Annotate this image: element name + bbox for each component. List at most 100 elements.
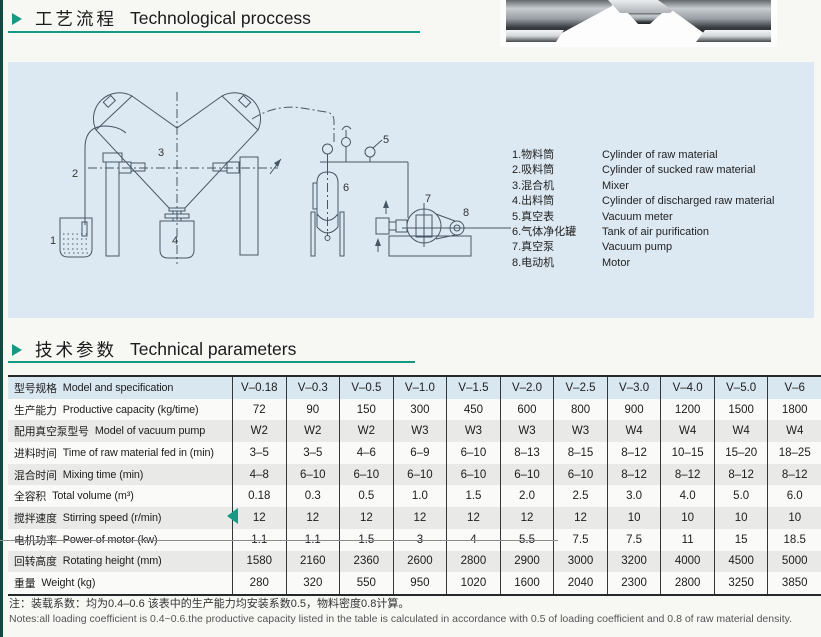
value-cell: 1020: [446, 572, 500, 594]
row-label-zh: 配用真空泵型号: [14, 426, 89, 439]
model-header-cell: V–3.0: [606, 377, 661, 399]
legend-item: 3.混合机 Mixer: [512, 179, 774, 194]
value-cell: W3: [553, 420, 607, 443]
value-cell: 4500: [713, 550, 768, 573]
footnote-zh: 注：装载系数：均为0.4–0.6 该表中的生产能力均安装系数0.5，物料密度0.…: [9, 598, 410, 610]
value-cell: 2040: [553, 572, 607, 594]
value-cell: 6–10: [392, 463, 447, 486]
legend-term-en: Vacuum meter: [602, 210, 673, 223]
value-cell: 1.0: [392, 485, 447, 508]
value-cell: 15–20: [713, 442, 768, 464]
model-header-cell: V–2.0: [499, 377, 554, 399]
row-label-zh: 搅拌速度: [14, 512, 57, 525]
model-header-cell: V–0.18: [232, 377, 286, 399]
legend-term-en: Cylinder of raw material: [602, 149, 718, 161]
footnote-en: Notes:all loading coefficient is 0.4~0.6…: [9, 613, 793, 625]
section-title-zh: 技术参数: [35, 340, 117, 360]
value-cell: 4: [446, 528, 500, 551]
value-cell: 6–10: [553, 463, 607, 486]
row-label-cell: 重量 Weight (kg): [8, 572, 232, 594]
value-cell: 72: [232, 398, 286, 421]
value-cell: 90: [285, 398, 340, 421]
legend-term-en: Vacuum pump: [602, 241, 673, 254]
legend-term-zh: 2.吸料筒: [512, 164, 555, 177]
value-cell: 10: [660, 507, 714, 529]
value-cell: 3.0: [606, 485, 661, 508]
value-cell: 3200: [606, 550, 661, 573]
value-cell: 3850: [767, 572, 821, 594]
part-label-5: 5: [383, 134, 389, 146]
value-cell: 8–12: [606, 442, 661, 464]
part-label-1: 1: [50, 235, 56, 247]
value-cell: W3: [499, 420, 554, 443]
legend-term-zh: 7.真空泵: [512, 241, 555, 254]
value-cell: 1.5: [339, 528, 393, 551]
value-cell: 10: [767, 507, 821, 529]
value-cell: W4: [606, 420, 661, 443]
value-cell: 12: [232, 507, 286, 529]
row-label-en: Rotating height (mm): [62, 555, 162, 568]
value-cell: 12: [392, 507, 447, 529]
value-cell: 7.5: [553, 528, 607, 551]
table-footnotes: 注：装载系数：均为0.4–0.6 该表中的生产能力均安装系数0.5，物料密度0.…: [9, 597, 792, 626]
value-cell: 150: [339, 398, 393, 421]
value-cell: 5.5: [499, 528, 554, 551]
legend-term-zh: 5.真空表: [512, 210, 555, 223]
row-label-en: Power of motor (kw): [62, 533, 158, 546]
value-cell: 2900: [499, 550, 554, 573]
value-cell: 8–12: [767, 463, 821, 486]
value-cell: 1500: [713, 398, 768, 421]
diagram-legend: 1.物料筒 Cylinder of raw material 2.吸料筒 Cylind…: [512, 148, 774, 271]
value-cell: 2800: [446, 550, 500, 573]
legend-term-en: Cylinder of discharged raw material: [602, 195, 775, 208]
section-underline: [8, 361, 415, 363]
model-header-cell: V–0.5: [339, 377, 393, 399]
value-cell: W4: [660, 420, 714, 443]
value-cell: 6–10: [499, 463, 554, 486]
value-cell: 1600: [499, 572, 554, 594]
row-label-en: Productive capacity (kg/time): [62, 403, 199, 416]
value-cell: 6–10: [446, 463, 500, 486]
value-cell: 6–10: [446, 442, 500, 464]
part-label-6: 6: [343, 182, 349, 194]
value-cell: 4–6: [339, 442, 393, 464]
value-cell: 12: [499, 507, 554, 529]
row-label-zh: 型号规格: [14, 382, 57, 395]
legend-term-en: Tank of air purification: [602, 226, 709, 239]
row-label-cell: 生产能力 Productive capacity (kg/time): [8, 398, 232, 421]
section-header-process: 工艺流程 Technological proccess: [12, 6, 311, 31]
row-label-cell: 搅拌速度 Stirring speed (r/min): [8, 507, 232, 529]
model-header-cell: V–2.5: [553, 377, 607, 399]
value-cell: 320: [285, 572, 340, 594]
value-cell: 12: [285, 507, 340, 529]
technical-parameters-table: 型号规格 Model and specification V–0.18 V–0.3 V–…: [8, 375, 821, 596]
value-cell: 10–15: [660, 442, 714, 464]
value-cell: 6–9: [392, 442, 447, 464]
value-cell: 15: [713, 528, 768, 551]
part-label-3: 3: [158, 147, 164, 159]
row-label-cell: 配用真空泵型号 Model of vacuum pump: [8, 420, 232, 443]
value-cell: 12: [553, 507, 607, 529]
model-header-cell: V–1.0: [392, 377, 447, 399]
value-cell: 10: [606, 507, 661, 529]
row-label-en: Time of raw material fed in (min): [62, 446, 214, 459]
legend-item: 8.电动机 Motor: [512, 256, 774, 271]
machine-photo: [500, 0, 777, 47]
row-label-zh: 重量: [14, 578, 36, 591]
model-header-cell: V–4.0: [660, 377, 714, 399]
row-label-zh: 混合时间: [14, 469, 57, 482]
section-header-parameters: 技术参数 Technical parameters: [12, 337, 296, 362]
value-cell: 450: [446, 398, 500, 421]
value-cell: 2360: [339, 550, 393, 573]
page-edge-stripe: [0, 0, 3, 637]
value-cell: W3: [392, 420, 447, 443]
value-cell: 12: [446, 507, 500, 529]
value-cell: W2: [285, 420, 340, 443]
row-label-cell: 混合时间 Mixing time (min): [8, 463, 232, 486]
value-cell: W2: [339, 420, 393, 443]
row-label-cell: 全容积 Total volume (m³): [8, 485, 232, 508]
value-cell: 4–8: [232, 463, 286, 486]
value-cell: 3000: [553, 550, 607, 573]
value-cell: 8–15: [553, 442, 607, 464]
